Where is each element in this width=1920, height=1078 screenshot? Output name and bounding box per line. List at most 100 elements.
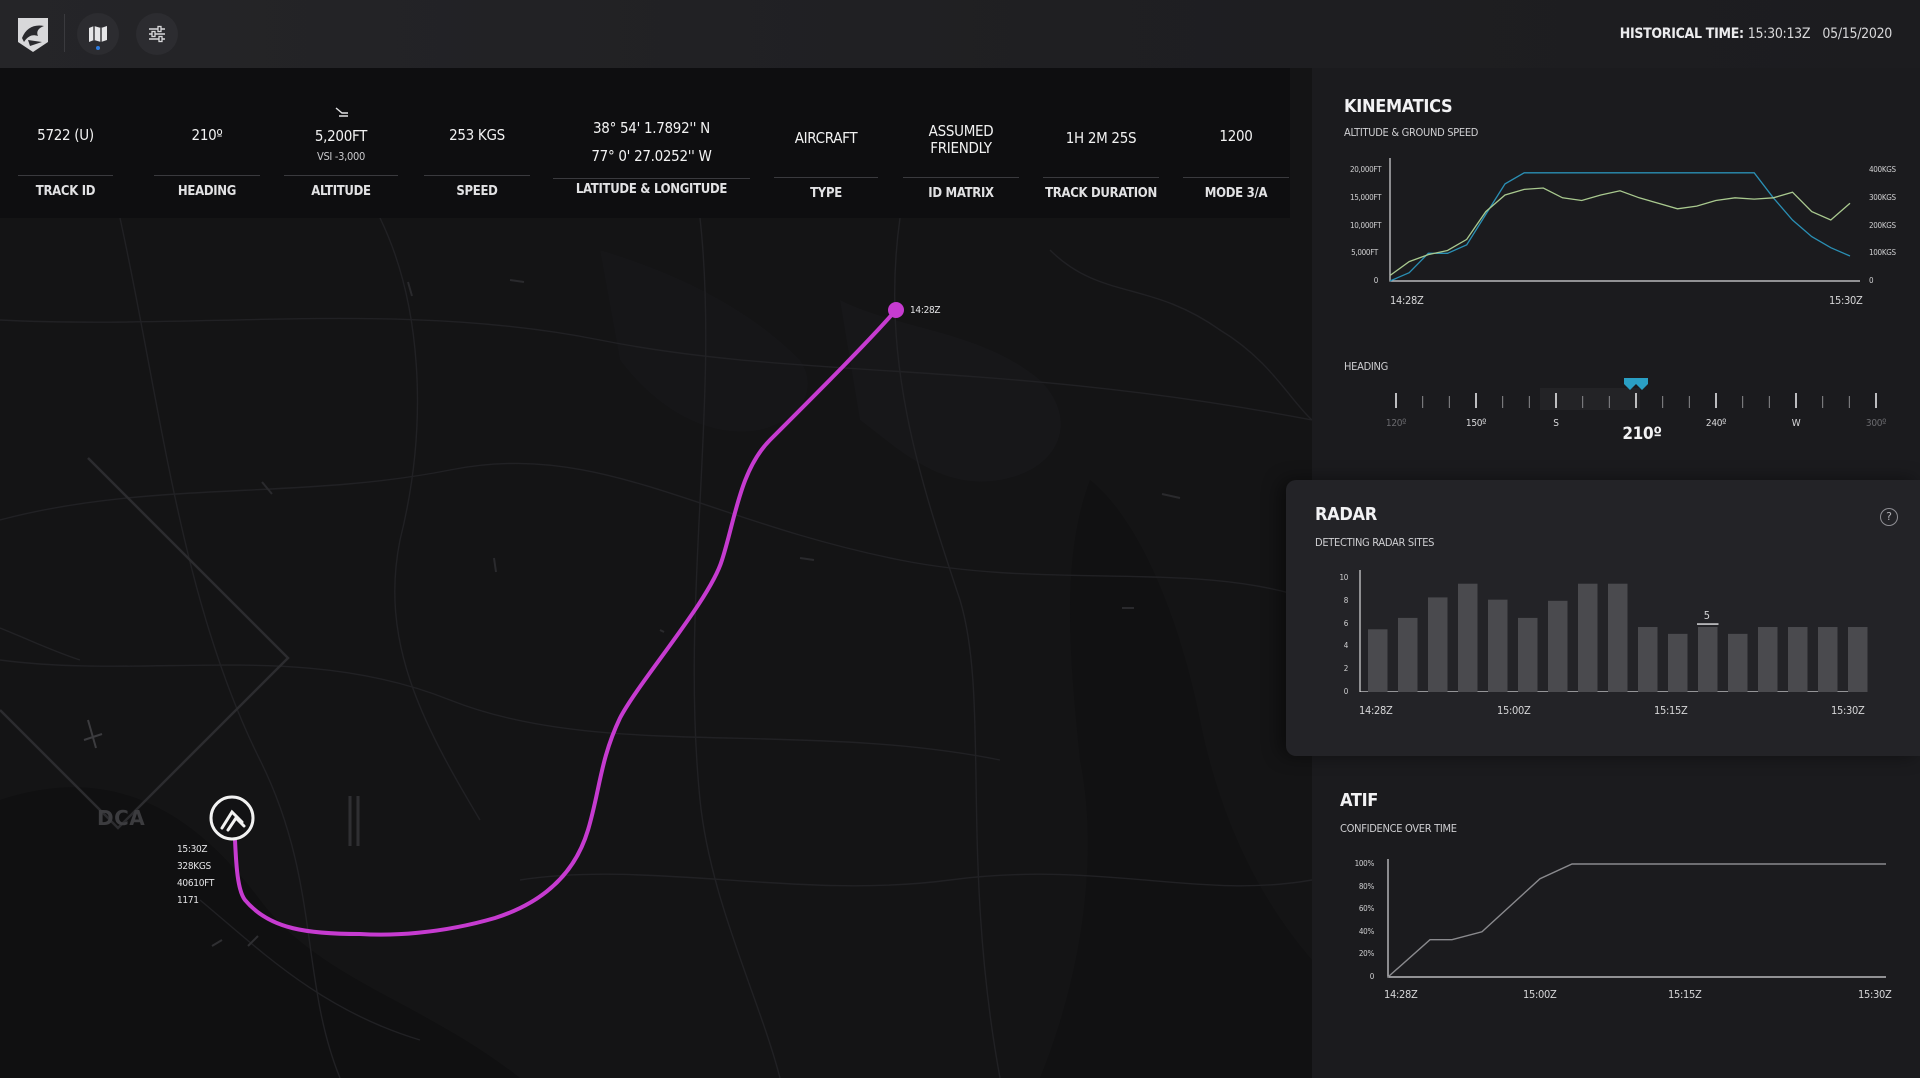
kinematics-subtitle: ALTITUDE & GROUND SPEED [1344,126,1479,139]
radar-bar [1698,627,1718,692]
map-button[interactable] [77,13,119,55]
current-speed: 328KGS [177,861,211,872]
settings-button[interactable] [136,13,178,55]
mode-label: MODE 3/A [1204,186,1268,201]
aircraft-marker[interactable] [209,795,255,841]
atif-axis [1387,859,1886,978]
kinematics-left-tick: 0 [1373,276,1379,285]
heading-scale-label: 240º [1705,418,1727,429]
heading-scale-label: S [1553,418,1559,429]
radar-axis [1359,570,1860,692]
kinematics-right-tick: 0 [1869,276,1874,285]
map-canvas[interactable] [0,68,1312,1078]
radar-bar [1758,627,1778,692]
radar-y-tick: 8 [1343,595,1349,605]
map-icon [89,26,107,42]
mode-value: 1200 [1219,127,1253,145]
kinematics-right-tick: 400KGS [1869,165,1896,174]
help-icon[interactable]: ? [1880,508,1898,526]
kinematics-left-tick: 10,000FT [1350,220,1382,230]
kinematics-axis [1389,158,1860,282]
lat-long-label: LATITUDE & LONGITUDE [575,182,728,197]
atif-x-tick: 15:30Z [1858,988,1892,1001]
altitude-line [1389,172,1851,282]
kinematics-right-tick: 100KGS [1869,248,1896,258]
track-start-marker[interactable] [888,302,904,318]
heading-scale-label: 150º [1465,418,1487,429]
radar-y-tick: 2 [1343,664,1349,674]
top-bar: HISTORICAL TIME: 15:30:13Z 05/15/2020 [0,0,1920,68]
radar-bar [1818,627,1838,692]
atif-y-tick: 40% [1358,926,1374,936]
logo-icon [18,18,48,52]
divider [774,177,878,178]
info-mode: 1200 MODE 3/A [1183,68,1289,218]
info-type: AIRCRAFT TYPE [774,68,878,218]
radar-card [1286,480,1920,756]
kinematics-right-tick: 300KGS [1869,192,1896,202]
speed-value: 253 KGS [449,126,505,144]
historical-time-value: 15:30:13Z [1747,26,1811,42]
id-matrix-label: ID MATRIX [928,186,994,201]
kinematics-left-tick: 5,000FT [1351,248,1378,258]
radar-bar [1368,629,1388,692]
kinematics-title: KINEMATICS [1344,96,1453,117]
radar-y-tick: 4 [1343,641,1349,651]
type-label: TYPE [810,186,842,201]
heading-scale-label: 300º [1865,418,1887,429]
heading-scale [1395,378,1877,410]
info-speed: 253 KGS SPEED [424,68,530,218]
radar-x-tick: 15:30Z [1831,704,1865,717]
vsi-value: VSI -3,000 [316,150,365,163]
radar-x-tick: 15:15Z [1654,704,1688,717]
radar-bar [1638,627,1658,692]
historical-time-label: HISTORICAL TIME: [1619,26,1744,42]
radar-bar [1458,583,1478,692]
divider [284,175,398,176]
divider [1043,177,1159,178]
heading-scale-label: 120º [1385,418,1407,429]
divider [903,177,1019,178]
radar-bar [1578,583,1598,692]
kinematics-left-tick: 20,000FT [1350,165,1382,174]
atif-x-tick: 15:00Z [1523,988,1557,1001]
radar-subtitle: DETECTING RADAR SITES [1315,536,1435,549]
track-id-value: 5722 (U) [37,126,94,144]
atif-x-tick: 14:28Z [1384,988,1418,1001]
atif-x-tick: 15:15Z [1668,988,1702,1001]
kinematics-left-tick: 15,000FT [1350,192,1382,202]
radar-y-tick: 6 [1343,618,1349,628]
current-time: 15:30Z [177,844,208,855]
kinematics-x-start: 14:28Z [1390,294,1424,307]
airport-label: DCA [97,806,146,830]
divider [18,175,113,176]
descend-icon [335,107,348,117]
radar-bar [1788,627,1808,692]
current-altitude: 40610FT [177,878,215,889]
divider [1183,177,1289,178]
historical-date: 05/15/2020 [1822,26,1892,42]
radar-y-tick: 0 [1343,687,1349,696]
radar-bar [1518,617,1538,692]
heading-label: HEADING [177,184,237,199]
longitude-value: 77° 0' 27.0252'' W [591,147,712,165]
heading-value: 210º [191,126,223,144]
atif-confidence-line [1387,863,1886,978]
track-start-time: 14:28Z [910,305,941,316]
divider [424,175,530,176]
type-value: AIRCRAFT [794,129,858,147]
altitude-label: ALTITUDE [311,184,371,199]
atif-chart [1387,859,1886,978]
radar-bar [1728,633,1748,692]
map-view[interactable]: 14:28Z DCA 15:30Z 328KGS 40610FT 1171 [0,68,1312,1078]
atif-title: ATIF [1340,790,1379,811]
radar-title: RADAR [1315,504,1377,525]
atif-y-tick: 60% [1358,904,1374,914]
altitude-value: 5,200FT [314,127,368,145]
ground-speed-line [1389,187,1851,277]
active-indicator [96,46,100,50]
radar-bar [1848,627,1868,692]
radar-chart [1359,570,1868,692]
track-duration-value: 1H 2M 25S [1065,129,1137,147]
track-info-strip: 5722 (U) TRACK ID 210º HEADING 5,200FT V… [0,68,1290,218]
